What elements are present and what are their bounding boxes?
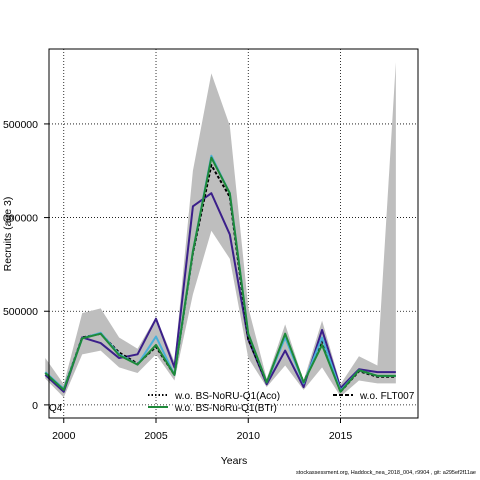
- legend-entry: w.o. BS-NoRu-Q1(BTr): [174, 403, 277, 414]
- legend-entry: w.o. BS-NoRU-Q1(Aco): [174, 391, 280, 402]
- x-tick-label: 2005: [144, 430, 168, 442]
- confidence-band: [45, 62, 396, 398]
- y-axis-title: Recruits (age 3): [2, 197, 14, 272]
- series-line-1: [44, 192, 396, 393]
- confidence-band-area: [45, 62, 396, 398]
- y-tick-label: 500000: [3, 306, 38, 318]
- y-tick-label: 500000: [3, 119, 38, 131]
- footer-credit: stockassessment.org, Haddock_nea_2018_00…: [296, 470, 476, 476]
- legend-entry: w.o. FLT007: [359, 391, 415, 402]
- y-tick-label: 000000: [3, 213, 38, 225]
- series-lines: [44, 154, 396, 393]
- x-tick-label: 2010: [237, 430, 261, 442]
- plot-frame: [48, 48, 419, 419]
- x-axis: 2000 2005 2010 2015: [52, 418, 352, 442]
- legend-entry: Q4: [49, 403, 63, 414]
- y-tick-label: 0: [32, 400, 38, 412]
- series-line-4: [44, 156, 396, 393]
- legend: Q4 w.o. BS-NoRU-Q1(Aco)w.o. BS-NoRu-Q1(BT…: [49, 391, 415, 414]
- x-tick-label: 2015: [329, 430, 353, 442]
- x-axis-title: Years: [221, 455, 247, 467]
- y-axis: 0 500000 000000 500000: [3, 119, 49, 412]
- x-tick-label: 2000: [52, 430, 76, 442]
